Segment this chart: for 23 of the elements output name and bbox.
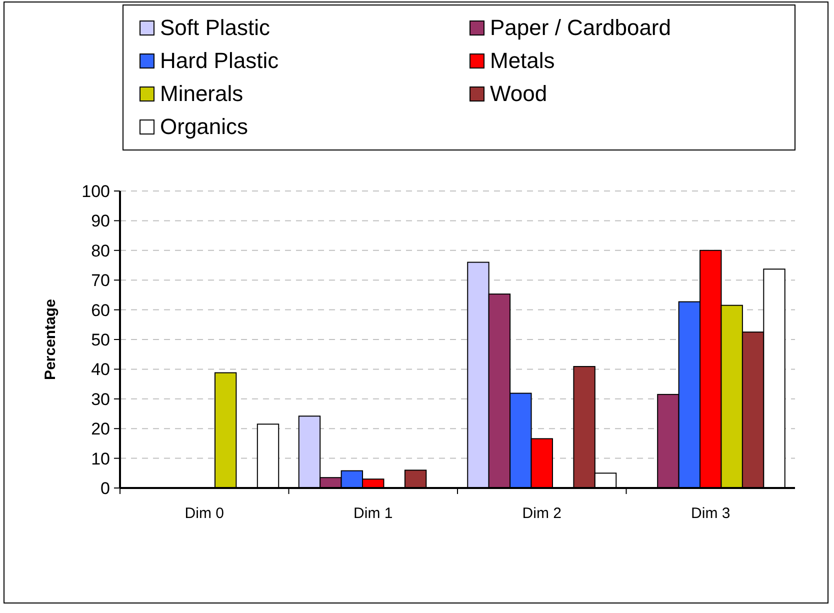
y-tick-label: 100 xyxy=(82,182,110,201)
legend-label: Hard Plastic xyxy=(160,48,279,73)
legend-label: Soft Plastic xyxy=(160,15,270,40)
y-tick-label: 0 xyxy=(100,478,110,498)
x-tick-label: Dim 0 xyxy=(184,505,224,522)
legend-label: Metals xyxy=(490,48,555,73)
y-tick-label: 40 xyxy=(91,360,110,380)
y-tick-label: 30 xyxy=(91,390,110,409)
legend-label: Organics xyxy=(160,114,248,139)
y-tick-label: 60 xyxy=(91,300,110,320)
legend-label: Wood xyxy=(490,81,548,106)
x-tick-label: Dim 2 xyxy=(522,505,562,522)
legend-label: Minerals xyxy=(160,81,244,106)
y-tick-label: 10 xyxy=(91,449,110,468)
y-tick-label: 50 xyxy=(91,330,110,350)
y-tick-label: 80 xyxy=(91,241,110,260)
y-axis-title: Percentage xyxy=(42,299,59,380)
y-tick-label: 20 xyxy=(91,420,110,439)
x-tick-label: Dim 1 xyxy=(354,505,393,522)
x-tick-label: Dim 3 xyxy=(691,505,730,522)
y-tick-label: 70 xyxy=(91,271,110,290)
y-tick-label: 90 xyxy=(91,212,110,231)
legend-label: Paper / Cardboard xyxy=(490,15,671,40)
